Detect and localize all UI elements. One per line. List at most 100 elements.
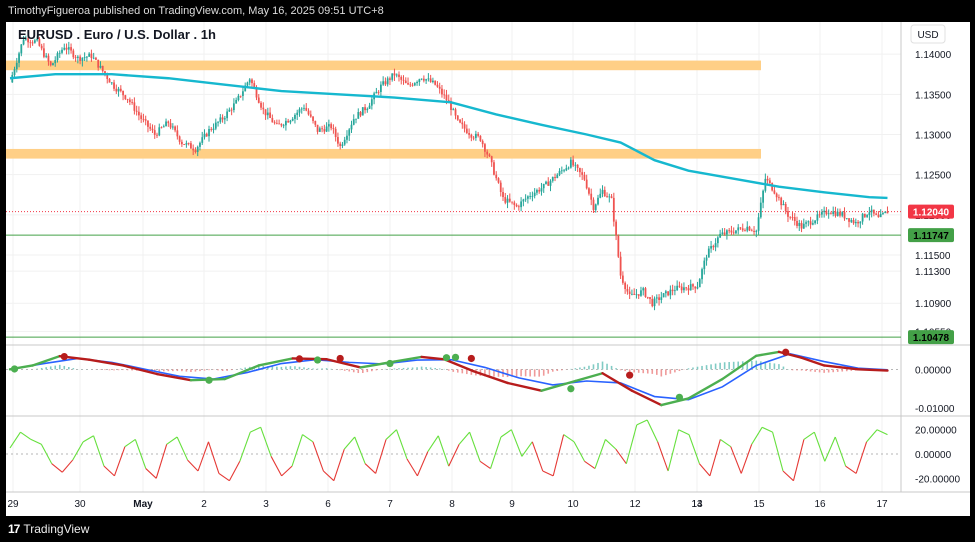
macd-histogram-bar (371, 369, 373, 372)
macd-panel (6, 348, 901, 407)
candle-body (841, 212, 844, 216)
candle-body (56, 53, 59, 61)
candle-body (515, 204, 518, 207)
currency-box[interactable] (910, 24, 946, 44)
candle-body (298, 109, 301, 113)
time-label-2: 2 (201, 499, 207, 510)
time-label-8: 8 (449, 499, 455, 510)
candle-body (816, 214, 819, 221)
candle-body (882, 213, 884, 215)
candle-body (83, 57, 86, 59)
candle-body (583, 174, 586, 180)
time-label-7: 7 (387, 499, 393, 510)
osc-segment (406, 458, 418, 477)
candle-body (811, 223, 814, 225)
candle-body (660, 297, 663, 300)
osc-segment (803, 431, 815, 440)
macd-histogram-bar (289, 366, 292, 370)
candle-body (802, 223, 805, 229)
osc-segment (187, 459, 199, 472)
osc-segment (552, 434, 565, 476)
candle-body (459, 119, 461, 123)
osc-segment (730, 446, 742, 474)
candle-body (377, 91, 380, 93)
candle-body (701, 269, 703, 280)
candle-body (576, 164, 579, 168)
candle-body (285, 120, 287, 126)
macd-histogram-bar (244, 367, 246, 370)
candle-body (99, 65, 102, 68)
candle-body (818, 214, 821, 216)
macd-cross-dot-13 (782, 348, 790, 356)
candle-body (499, 182, 502, 193)
candle-body (886, 211, 889, 214)
publish-text: TimothyFigueroa published on TradingView… (8, 5, 384, 17)
macd-histogram-bar (438, 368, 441, 370)
macd-histogram-bar (416, 367, 418, 370)
macd-histogram-bar (117, 369, 120, 371)
candle-body (759, 202, 762, 218)
osc-segment (103, 465, 115, 477)
macd-histogram-bar (131, 369, 133, 371)
tradingview-logo[interactable]: 17 TradingView (8, 522, 89, 536)
candle-body (167, 121, 170, 124)
resistance-zone-0 (6, 60, 761, 71)
candle-body (599, 193, 602, 198)
candle-body (282, 125, 285, 127)
osc-segment (145, 468, 157, 479)
chart-svg[interactable]: 1.140001.135001.130001.125001.120001.115… (6, 22, 970, 516)
candle-body (441, 88, 443, 95)
macd-histogram-bar (303, 367, 305, 370)
macd-histogram-bar (511, 369, 513, 377)
candle-body (147, 120, 149, 127)
candle-body (834, 211, 837, 216)
candle-body (490, 156, 493, 163)
osc-segment (490, 436, 502, 469)
osc-segment (166, 436, 178, 445)
macd-histogram-bar (257, 365, 260, 370)
price-axis[interactable]: 1.140001.135001.130001.125001.120001.115… (915, 50, 960, 485)
macd-histogram-bar (126, 369, 129, 371)
candle-body (877, 214, 880, 218)
candle-body (43, 48, 45, 57)
macd-histogram-bar (325, 368, 328, 370)
macd-histogram-bar (561, 369, 563, 371)
osc-segment (751, 426, 763, 445)
osc-segment (584, 460, 596, 470)
candle-body (382, 81, 385, 85)
candle-body (836, 211, 839, 216)
macd-histogram-bar (832, 369, 834, 373)
candle-body (323, 129, 326, 132)
candle-body (798, 222, 801, 226)
candle-body (640, 290, 642, 296)
candle-body (368, 105, 371, 109)
macd-histogram-bar (845, 369, 848, 372)
macd-histogram-bar (104, 369, 106, 371)
candle-body (379, 84, 382, 93)
price-tick-3: 1.12500 (915, 171, 952, 182)
macd-histogram-bar (850, 369, 853, 371)
candle-body (386, 78, 389, 85)
macd-histogram-bar (407, 367, 409, 370)
macd-cross-dot-6 (386, 359, 394, 368)
candle-body (257, 97, 260, 103)
macd-histogram-bar (280, 366, 283, 370)
macd-histogram-bar (782, 366, 785, 370)
osc-tick-1: 0.00000 (915, 450, 952, 461)
chart-area[interactable]: 1.140001.135001.130001.125001.120001.115… (6, 22, 970, 516)
candle-body (438, 86, 441, 89)
candle-body (135, 110, 138, 112)
candle-body (65, 47, 68, 50)
candle-body (291, 118, 294, 121)
macd-cross-dot-8 (451, 353, 460, 361)
candle-body (603, 189, 606, 197)
candle-body (737, 227, 740, 231)
candle-body (594, 204, 597, 210)
level-tag-label-2: 1.10478 (913, 333, 950, 344)
candle-body (782, 204, 785, 206)
candle-body (230, 109, 233, 111)
candle-body (110, 82, 113, 84)
macd-line-segment (856, 368, 889, 372)
level-tag-1 (908, 228, 954, 243)
